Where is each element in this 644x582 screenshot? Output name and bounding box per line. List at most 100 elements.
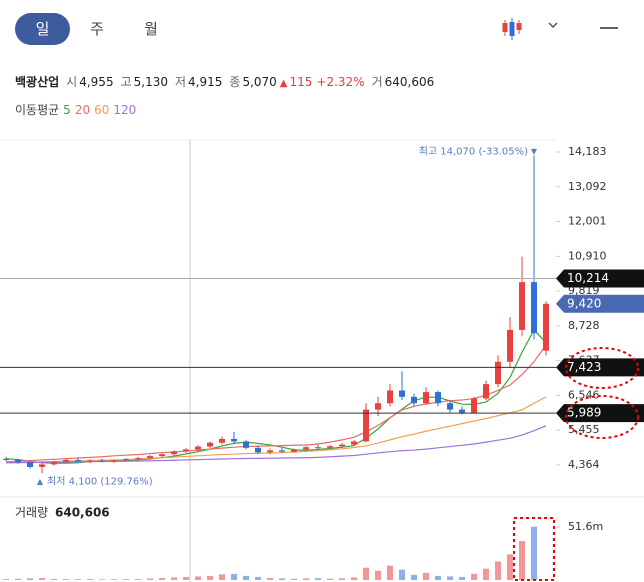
ma-legend: 이동평균 5 20 60 120 [15, 101, 136, 118]
info-value: 5,130 [133, 75, 168, 89]
price-tag-label: 5,989 [567, 406, 601, 420]
volume-bar [39, 577, 45, 580]
volume-bar [15, 578, 21, 580]
volume-bar [183, 576, 189, 580]
annotation-marker: ▼ [531, 147, 538, 156]
volume-value: 640,606 [55, 506, 110, 520]
y-tick-label: 6,546 [568, 388, 600, 401]
tab[interactable]: 일 [15, 13, 70, 45]
candle-body [387, 390, 393, 404]
info-key: 저 [174, 75, 187, 89]
change-arrow: ▲ [279, 78, 288, 89]
annotation: 최고 14,070 (-33.05%) [419, 146, 528, 158]
volume-bar [159, 577, 165, 580]
candle-body [435, 392, 441, 404]
volume-bar [495, 561, 501, 580]
candle-body [111, 460, 117, 462]
stock-name: 백광산업 [15, 75, 60, 89]
candle-body [267, 450, 273, 453]
highlight [513, 517, 555, 581]
candle-body [159, 454, 165, 457]
volume-bar [63, 579, 69, 580]
y-tick-label: 12,001 [568, 215, 607, 228]
price-tag-label: 10,214 [567, 271, 609, 285]
volume-bar [123, 579, 129, 580]
candle-body [75, 459, 81, 462]
candle-body [123, 458, 129, 461]
legend-entry: 60 [94, 103, 110, 117]
volume-bar [243, 575, 249, 580]
change-pct: +2.32% [316, 75, 365, 89]
price-tag [556, 269, 644, 288]
volume-bar [327, 578, 333, 580]
volume-bar [3, 579, 9, 580]
volume-bar [315, 578, 321, 580]
candle-body [399, 390, 405, 397]
candle-body [39, 464, 45, 467]
volume-bar [231, 573, 237, 580]
legend-entry: 120 [113, 103, 137, 117]
volume-bar [255, 576, 261, 580]
stock-info: 백광산업 시 4,955 고 5,130 저 4,915 종 5,070 ▲ 115 +2.32% 거 6… [15, 73, 434, 90]
price-tag [556, 358, 644, 377]
info-key: 거 [371, 75, 383, 89]
highlight [565, 347, 639, 389]
info-value: 4,955 [79, 75, 114, 89]
candle-body [147, 456, 153, 459]
price-tag-label: 7,423 [567, 360, 601, 374]
candle-body [291, 449, 297, 452]
candle-body [27, 462, 33, 467]
tab[interactable]: 월 [144, 20, 158, 38]
volume-bar [459, 576, 465, 580]
ma-line [5, 425, 547, 464]
candle-body [243, 441, 249, 448]
change: 115 [289, 75, 313, 89]
volume-bar [483, 568, 489, 580]
volume-bar [135, 579, 141, 580]
y-tick-label: 14,183 [568, 145, 607, 158]
y-tick-label: 4,364 [568, 458, 600, 471]
candle-body [471, 398, 477, 413]
volume-bar [423, 572, 429, 580]
volume-bar [207, 575, 213, 580]
volume-bar [411, 574, 417, 580]
candle-body [447, 403, 453, 410]
candle-body [99, 460, 105, 462]
volume-bar [471, 573, 477, 580]
candle-body [543, 303, 549, 351]
volume-bar [87, 579, 93, 580]
volume-bar [375, 570, 381, 580]
volume-bar [291, 578, 297, 580]
annotation: 최저 4,100 (129.76%) [47, 475, 153, 487]
y-tick-label: 51.6m [568, 520, 603, 533]
annotation-marker: ▲ [37, 477, 44, 486]
candle-body [255, 447, 261, 453]
candle-body [495, 361, 501, 385]
volume-bar [531, 526, 537, 580]
volume-bar [111, 579, 117, 580]
candle-body [207, 442, 213, 447]
ma-line [5, 344, 547, 463]
info-value: 5,070 [242, 75, 277, 89]
candle-body [135, 458, 141, 460]
legend-entry: 20 [74, 103, 91, 117]
highlight [565, 395, 639, 439]
candle-body [315, 447, 321, 449]
tab[interactable]: 주 [90, 20, 104, 38]
volume-bar [27, 578, 33, 580]
volume-bar [303, 578, 309, 580]
ma-title: 이동평균 [15, 103, 60, 117]
volume-bar [351, 577, 357, 580]
candle-body [327, 446, 333, 448]
info-key: 시 [66, 75, 78, 89]
price-tag [556, 404, 644, 423]
y-tick-label: 10,910 [568, 249, 607, 262]
candle-body [531, 282, 537, 334]
toolbar-icons[interactable] [495, 12, 625, 44]
volume-bar [447, 576, 453, 580]
volume-bar [519, 541, 525, 580]
candle-body [375, 403, 381, 410]
candle-body [87, 460, 93, 462]
